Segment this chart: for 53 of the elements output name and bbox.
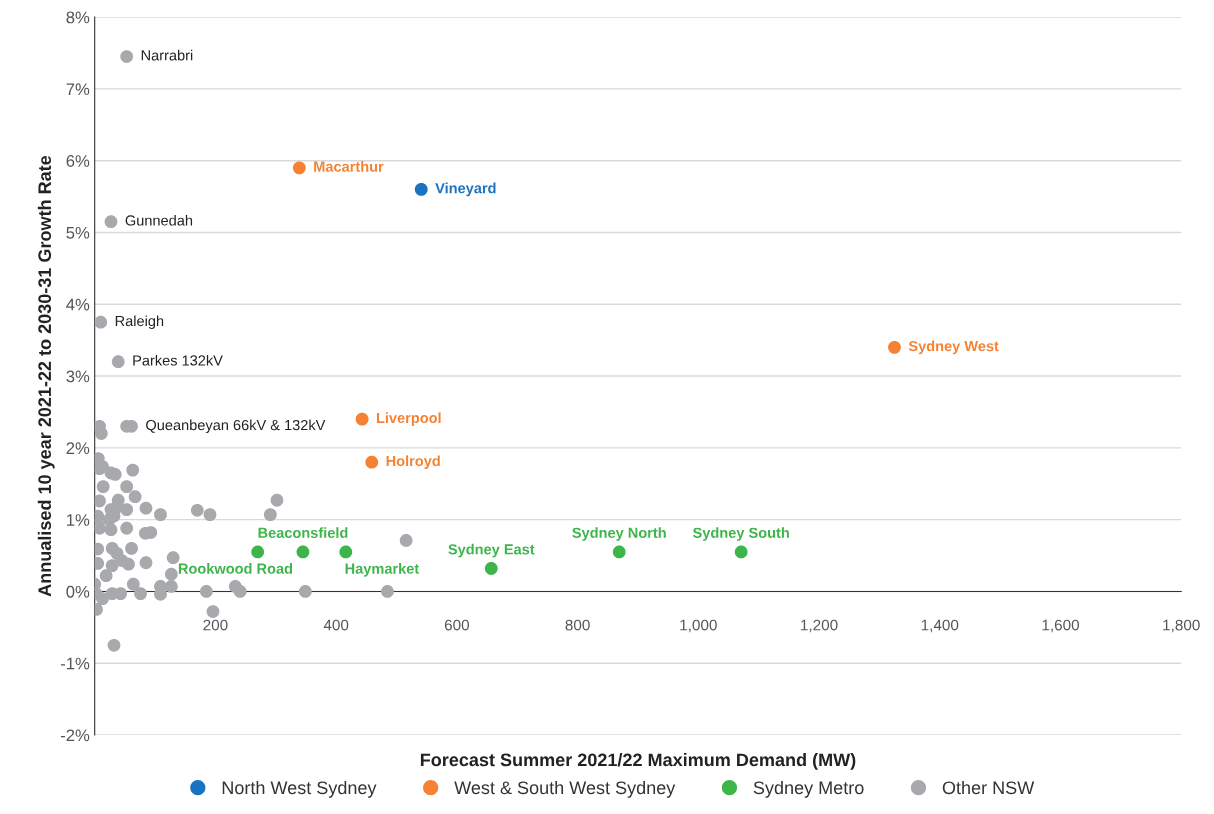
point bbox=[734, 545, 748, 559]
data-label: Macarthur bbox=[314, 161, 384, 172]
x-tick-label: 1,800 bbox=[1163, 619, 1200, 633]
y-tick-label: 7% bbox=[66, 83, 90, 96]
x-tick-label: 1,400 bbox=[921, 619, 959, 633]
legend-label: Other NSW bbox=[942, 780, 1035, 795]
data-label: Liverpool bbox=[376, 412, 441, 426]
legend-label: West & South West Sydney bbox=[454, 780, 676, 798]
data-label: Beaconsfield bbox=[258, 527, 348, 538]
point bbox=[484, 562, 498, 575]
point bbox=[888, 340, 901, 354]
point bbox=[612, 545, 626, 559]
y-tick-label: 4% bbox=[66, 298, 90, 311]
data-label: Sydney North bbox=[572, 527, 666, 541]
y-tick-label: 3% bbox=[66, 370, 90, 383]
legend-label: Sydney Metro bbox=[753, 780, 864, 798]
point bbox=[292, 161, 306, 175]
data-label: Sydney South bbox=[692, 527, 789, 541]
data-label: Rookwood Road bbox=[178, 563, 293, 574]
y-axis-title: Annualised 10 year 2021-22 to 2030-31 Growth Rate bbox=[37, 155, 55, 597]
annotation: Raleigh bbox=[115, 315, 164, 330]
y-tick-label: -1% bbox=[60, 657, 90, 670]
y-tick-label: 2% bbox=[66, 442, 90, 454]
legend-label: North West Sydney bbox=[222, 780, 377, 798]
x-tick-label: 1,200 bbox=[801, 619, 838, 633]
y-tick-label: 0% bbox=[66, 585, 90, 598]
x-tick-label: 200 bbox=[203, 619, 228, 631]
point bbox=[365, 455, 379, 469]
x-tick-label: 1,000 bbox=[680, 619, 717, 633]
data-label: Sydney East bbox=[448, 543, 535, 558]
x-tick-label: 800 bbox=[565, 619, 590, 631]
point bbox=[355, 412, 369, 426]
x-tick-label: 400 bbox=[323, 619, 349, 631]
x-axis-title: Forecast Summer 2021/22 Maximum Demand (MW) bbox=[420, 752, 856, 770]
y-tick-label: 8% bbox=[66, 11, 90, 24]
data-label: Vineyard bbox=[435, 182, 496, 197]
annotation: Gunnedah bbox=[125, 214, 193, 226]
annotation: Parkes 132kV bbox=[133, 354, 223, 366]
x-tick-label: 600 bbox=[444, 619, 470, 631]
annotation: Narrabri bbox=[141, 49, 193, 61]
point bbox=[339, 545, 353, 559]
data-label: Holroyd bbox=[386, 455, 440, 470]
y-tick-label: -2% bbox=[60, 729, 90, 742]
data-label: Haymarket bbox=[345, 563, 420, 577]
point bbox=[296, 545, 310, 559]
y-tick-label: 5% bbox=[66, 226, 90, 239]
point bbox=[414, 183, 428, 196]
data-label: Sydney West bbox=[908, 340, 999, 355]
annotation: Queanbeyan 66kV & 132kV bbox=[146, 419, 326, 434]
y-tick-label: 1% bbox=[67, 514, 90, 526]
point bbox=[251, 545, 265, 559]
y-tick-label: 6% bbox=[66, 155, 90, 167]
x-tick-label: 1,600 bbox=[1042, 619, 1080, 633]
